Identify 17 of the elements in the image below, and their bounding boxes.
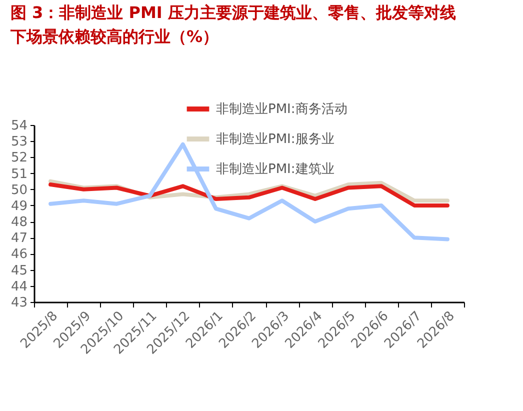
y-tick-label: 43	[10, 296, 28, 310]
y-tick-label: 49	[10, 198, 28, 214]
legend-label: 非制造业PMI:服务业	[216, 132, 334, 147]
y-tick-label: 47	[10, 231, 28, 246]
y-tick-label: 46	[10, 247, 28, 262]
y-tick-label: 51	[10, 166, 28, 182]
y-tick-label: 52	[10, 150, 28, 166]
legend-label: 非制造业PMI:商务活动	[216, 102, 348, 117]
line-series	[48, 182, 450, 208]
y-tick-label: 48	[10, 215, 28, 230]
chart-title: 图 3：非制造业 PMI 压力主要源于建筑业、零售、批发等对线下场景依赖较高的行业（%）	[9, 3, 456, 46]
y-tick-label: 54	[10, 118, 28, 134]
legend-label: 非制造业PMI:建筑业	[216, 162, 334, 177]
y-tick-label: 53	[10, 134, 28, 150]
y-tick-label: 50	[10, 182, 28, 198]
y-tick-label: 44	[10, 279, 28, 294]
y-tick-label: 45	[10, 263, 28, 278]
